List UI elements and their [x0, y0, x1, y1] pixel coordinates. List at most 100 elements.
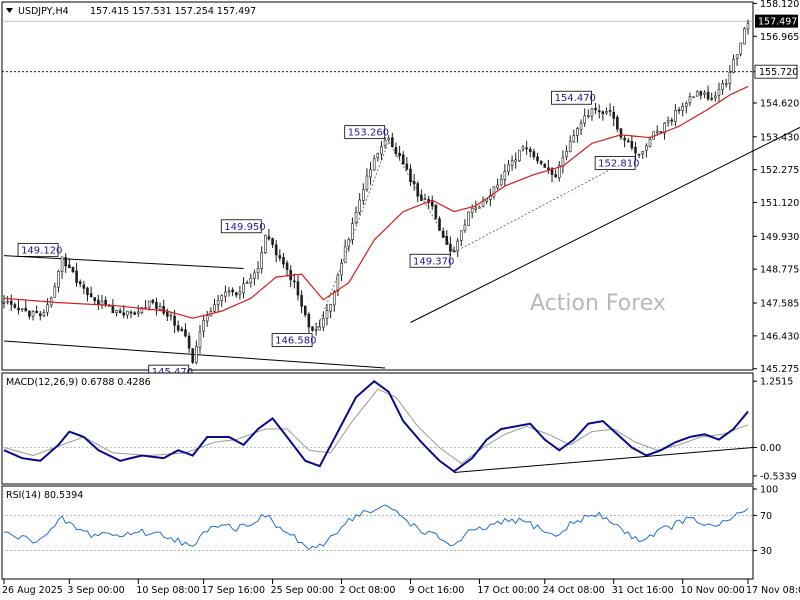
- macd-title: MACD(12,26,9) 0.6788 0.4286: [6, 377, 151, 388]
- candle-body: [409, 168, 412, 183]
- price-axis-label: 156.965: [760, 32, 799, 43]
- time-axis-label: 26 Aug 2025: [2, 585, 63, 596]
- candle-body: [293, 280, 296, 283]
- candle-body: [587, 115, 590, 117]
- candle-body: [42, 312, 46, 316]
- candle-body: [274, 244, 278, 256]
- macd-axis-label: 1.2515: [760, 377, 793, 388]
- candle-body: [721, 83, 724, 90]
- macd-axis-label: -0.5339: [760, 471, 797, 482]
- candle-body: [220, 295, 224, 301]
- candle-body: [739, 42, 743, 55]
- swing-label: 153.260: [348, 128, 389, 139]
- candle-body: [572, 135, 576, 143]
- candle-body: [412, 181, 416, 185]
- candle-body: [60, 256, 64, 272]
- candle-body: [728, 72, 732, 84]
- candle-body: [180, 328, 184, 332]
- upper-channel-line: [3, 255, 244, 269]
- swing-label: 149.950: [224, 222, 265, 233]
- macd-axis-label: 0.00: [760, 443, 781, 454]
- candle-body: [118, 310, 122, 313]
- candle-body: [605, 111, 608, 114]
- candle-body: [133, 312, 136, 315]
- candle-body: [314, 328, 318, 331]
- candle-body: [329, 304, 332, 312]
- candle-body: [619, 128, 623, 138]
- price-axis-label: 152.275: [760, 165, 799, 176]
- candle-body: [434, 204, 438, 219]
- candle-body: [655, 130, 659, 133]
- candle-body: [351, 223, 354, 240]
- candle-body: [547, 167, 550, 170]
- candle-body: [75, 270, 78, 283]
- collapse-triangle-icon[interactable]: [6, 8, 13, 13]
- time-axis-label: 2 Oct 08:00: [340, 585, 396, 596]
- swing-label: 149.120: [21, 245, 62, 256]
- candle-body: [24, 307, 28, 312]
- candle-body: [372, 158, 376, 171]
- candle-body: [401, 154, 405, 165]
- candle-body: [521, 146, 525, 150]
- candle-body: [234, 292, 238, 296]
- candle-body: [122, 312, 126, 316]
- candle-body: [126, 310, 129, 316]
- candle-body: [499, 179, 503, 186]
- price-panel: 149.120145.470149.950146.580153.260149.3…: [1, 0, 800, 379]
- macd-panel-frame: [1, 372, 754, 485]
- candle-body: [743, 28, 746, 45]
- candle-body: [634, 147, 637, 154]
- candle-body: [129, 311, 133, 314]
- candle-body: [717, 89, 721, 96]
- candle-body: [82, 284, 86, 289]
- candle-body: [97, 299, 100, 305]
- candle-body: [260, 252, 263, 269]
- candle-body: [224, 291, 227, 297]
- candle-body: [430, 201, 434, 207]
- time-axis-label: 17 Sep 16:00: [202, 585, 265, 596]
- candle-body: [376, 153, 380, 159]
- candle-body: [518, 149, 521, 162]
- time-axis: 26 Aug 2025 3 Sep 00:00 10 Sep 08:00 17 Sep…: [2, 579, 800, 596]
- candle-body: [724, 83, 728, 85]
- price-axis-label: 147.585: [760, 299, 799, 310]
- candle-body: [213, 304, 216, 312]
- rsi-panel-frame: [1, 485, 754, 580]
- candle-body: [583, 115, 586, 124]
- rsi-panel: 100 70 30: [1, 485, 778, 580]
- candle-body: [140, 307, 144, 313]
- candle-body: [706, 91, 710, 100]
- candle-body: [391, 137, 394, 147]
- candle-body: [626, 140, 630, 143]
- candle-body: [659, 131, 663, 133]
- candle-body: [590, 108, 594, 117]
- swing-label-box: [551, 90, 592, 105]
- candle-body: [282, 257, 285, 265]
- candle-body: [525, 147, 528, 150]
- candle-body: [601, 111, 605, 115]
- candle-body: [663, 122, 666, 134]
- lower-channel-line: [3, 340, 386, 369]
- time-axis-label: 10 Sep 08:00: [136, 585, 199, 596]
- time-axis-label: 9 Oct 16:00: [408, 585, 464, 596]
- candle-body: [31, 311, 35, 317]
- candle-body: [463, 224, 467, 231]
- candle-body: [459, 230, 463, 241]
- candle-body: [53, 286, 57, 298]
- candle-body: [238, 291, 242, 295]
- price-axis-label: 151.120: [760, 198, 799, 209]
- candle-body: [311, 326, 314, 331]
- candle-body: [173, 315, 176, 326]
- candle-body: [394, 147, 398, 154]
- candle-body: [9, 300, 13, 305]
- candle-body: [205, 315, 209, 322]
- macd-signal-line: [3, 388, 749, 465]
- candle-body: [383, 139, 387, 146]
- candle-body: [539, 161, 543, 164]
- candle-body: [68, 264, 71, 269]
- swing-label-box: [344, 125, 386, 140]
- candle-body: [438, 218, 441, 231]
- candle-body: [111, 305, 115, 314]
- swing-label-box: [271, 333, 313, 348]
